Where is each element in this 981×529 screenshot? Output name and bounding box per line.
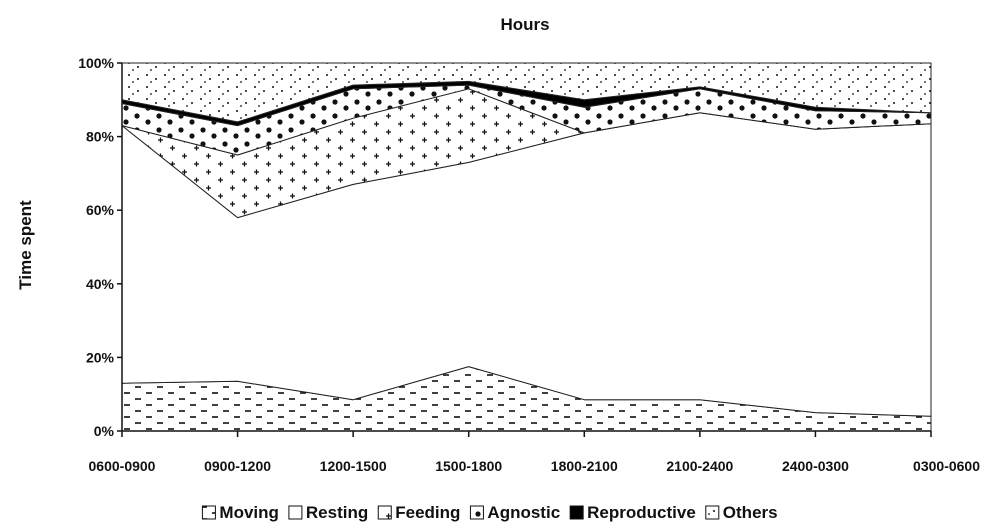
y-tick-label: 80% — [86, 129, 115, 145]
y-tick-labels: 0% 20% 40% 60% 80% 100% — [78, 55, 114, 439]
legend-swatch — [377, 505, 392, 520]
legend-label: Others — [723, 503, 778, 522]
legend-item-resting: Resting — [288, 503, 368, 522]
legend-swatch — [288, 505, 303, 520]
legend-item-feeding: Feeding — [377, 503, 460, 522]
x-tick-labels: 0600-0900 0900-1200 1200-1500 1500-1800 1800… — [89, 458, 981, 474]
legend: Moving Resting Feeding Agnostic Reproductive… — [201, 503, 778, 522]
legend-label: Feeding — [395, 503, 460, 522]
legend-item-reproductive: Reproductive — [569, 503, 696, 522]
legend-label: Moving — [219, 503, 279, 522]
legend-label: Agnostic — [487, 503, 560, 522]
axes — [117, 62, 932, 437]
area-others — [121, 62, 932, 123]
x-tick-label: 0600-0900 — [89, 458, 156, 474]
y-tick-label: 0% — [94, 423, 115, 439]
legend-swatch — [569, 505, 584, 520]
x-tick-label: 0900-1200 — [204, 458, 271, 474]
chart-title: Hours — [500, 15, 549, 34]
legend-label: Resting — [306, 503, 368, 522]
x-tick-label: 1200-1500 — [320, 458, 387, 474]
y-tick-label: 100% — [78, 55, 114, 71]
y-tick-label: 40% — [86, 276, 115, 292]
x-tick-label: 1800-2100 — [551, 458, 618, 474]
x-tick-label: 2400-0300 — [782, 458, 849, 474]
x-tick-label: 2100-2400 — [666, 458, 733, 474]
area-layers — [121, 62, 932, 432]
legend-item-agnostic: Agnostic — [469, 503, 560, 522]
x-tick-label: 0300-0600 — [913, 458, 980, 474]
x-tick-label: 1500-1800 — [435, 458, 502, 474]
y-axis-label: Time spent — [16, 200, 35, 290]
legend-swatch — [201, 505, 216, 520]
legend-item-others: Others — [705, 503, 778, 522]
legend-swatch — [705, 505, 720, 520]
legend-item-moving: Moving — [201, 503, 279, 522]
legend-label: Reproductive — [587, 503, 696, 522]
y-tick-label: 20% — [86, 349, 115, 365]
y-tick-label: 60% — [86, 202, 115, 218]
legend-swatch — [469, 505, 484, 520]
